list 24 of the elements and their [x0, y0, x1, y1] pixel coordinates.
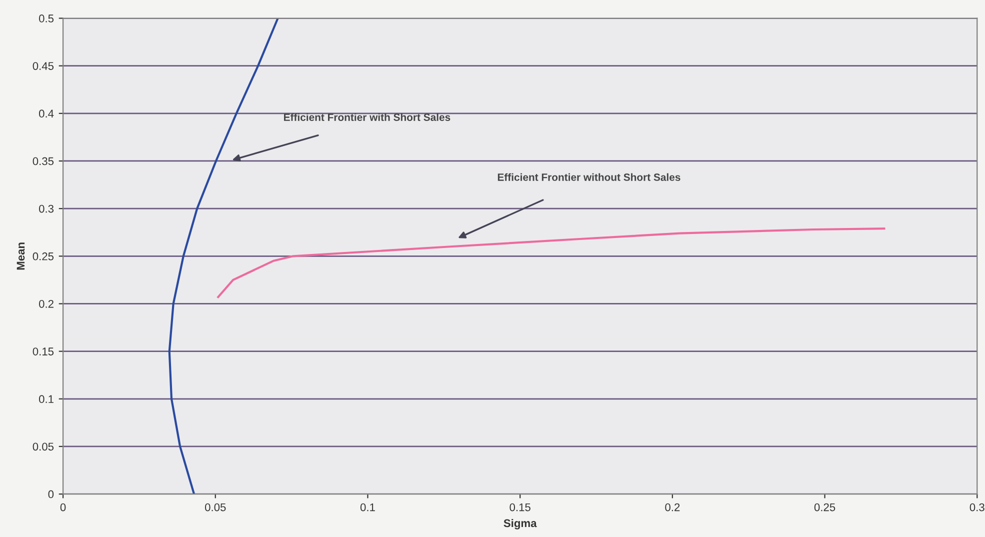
y-tick-label: 0.35	[32, 157, 54, 166]
y-tick-label: 0.5	[39, 14, 54, 22]
y-tick-label: 0.45	[32, 62, 54, 70]
y-tick-label: 0.25	[32, 252, 54, 260]
y-tick-label: 0.15	[32, 348, 54, 356]
y-axis-title: Mean	[16, 242, 25, 270]
x-tick-label: 0.1	[360, 503, 375, 512]
x-tick-label: 0.15	[510, 503, 530, 512]
x-tick-label: 0.2	[665, 503, 680, 512]
x-tick-label: 0.25	[814, 503, 836, 512]
x-axis-title: Sigma	[504, 518, 537, 530]
line-series	[168, 18, 279, 494]
y-tick-label: 0	[48, 490, 54, 498]
y-tick-label: 0.05	[32, 442, 54, 451]
line-series	[217, 228, 886, 298]
annotation: Efficient Frontier without Short Sales	[498, 173, 680, 181]
x-tick-label: 0.05	[205, 503, 226, 512]
y-tick-label: 0.2	[39, 300, 54, 308]
y-tick-label: 0.3	[39, 204, 54, 213]
x-tick-label: 0	[60, 503, 66, 512]
x-tick-label: 0.3	[970, 503, 984, 512]
annotation: Efficient Frontier with Short Sales	[284, 113, 450, 121]
y-tick-label: 0.4	[39, 110, 54, 118]
y-tick-label: 0.1	[39, 395, 54, 404]
